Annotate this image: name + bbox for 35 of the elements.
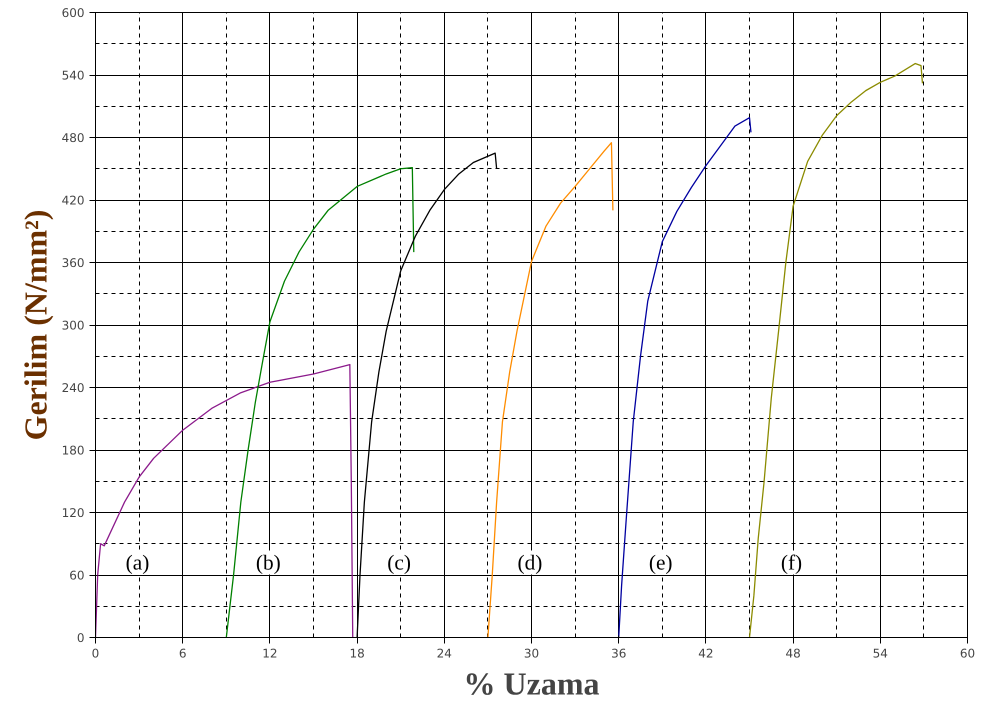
y-tick-label: 420: [62, 194, 84, 208]
x-tick-label: 12: [262, 646, 278, 660]
x-tick-label: 30: [524, 646, 540, 660]
line-series: [748, 62, 924, 638]
x-tick-label: 18: [349, 646, 365, 660]
series-label: (a): [126, 550, 150, 574]
series-label: (e): [648, 550, 673, 574]
series-label: (c): [387, 550, 411, 574]
x-tick-label: 54: [872, 646, 888, 660]
y-tick-label: 540: [62, 68, 84, 82]
x-tick-label: 60: [960, 646, 976, 660]
line-series: [487, 142, 614, 638]
x-tick-label: 6: [178, 646, 187, 660]
x-tick-label: 24: [436, 646, 452, 660]
series-label: (b): [256, 550, 281, 574]
y-tick-label: 180: [62, 444, 84, 458]
x-tick-label: 36: [611, 646, 626, 660]
x-tick-label: 42: [698, 646, 714, 660]
y-tick-label: 120: [62, 506, 84, 520]
y-axis-title: Gerilim (N/mm²): [18, 210, 54, 440]
line-series: [618, 117, 752, 638]
y-tick-label: 0: [76, 631, 85, 645]
y-tick-label: 240: [62, 381, 84, 395]
y-tick-label: 360: [62, 256, 84, 270]
x-tick-label: 0: [92, 646, 100, 660]
y-tick-label: 300: [62, 318, 84, 332]
x-tick-label: 48: [785, 646, 801, 660]
line-series: [226, 167, 414, 638]
y-tick-label: 60: [69, 568, 85, 582]
y-tick-label: 480: [62, 131, 84, 145]
series-label: (d): [517, 550, 542, 574]
x-axis-title: % Uzama: [464, 666, 600, 702]
line-series: [96, 364, 354, 638]
y-tick-label: 600: [62, 6, 84, 20]
series-label: (f): [780, 550, 802, 574]
